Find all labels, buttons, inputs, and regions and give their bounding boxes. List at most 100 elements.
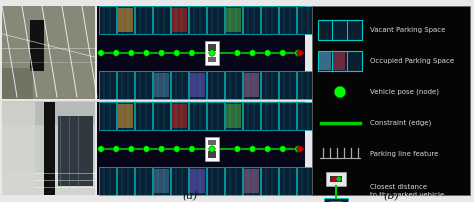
- Bar: [58, 116, 93, 186]
- Bar: [135, 102, 152, 130]
- Circle shape: [113, 146, 119, 152]
- Bar: [326, 172, 346, 186]
- Bar: [226, 8, 241, 32]
- Bar: [99, 102, 116, 130]
- Circle shape: [249, 50, 256, 56]
- Circle shape: [331, 177, 337, 182]
- Bar: [330, 201, 342, 202]
- Bar: [171, 102, 188, 130]
- Bar: [97, 102, 305, 195]
- Bar: [189, 167, 206, 195]
- Bar: [190, 169, 205, 193]
- Text: Vacant Parking Space: Vacant Parking Space: [370, 27, 446, 33]
- Bar: [189, 71, 206, 99]
- Bar: [117, 6, 134, 34]
- Circle shape: [234, 146, 241, 152]
- Bar: [172, 8, 187, 32]
- Circle shape: [173, 50, 180, 56]
- Circle shape: [143, 50, 150, 56]
- Text: (b): (b): [383, 191, 399, 201]
- Bar: [207, 6, 224, 34]
- Circle shape: [98, 146, 104, 152]
- Circle shape: [295, 50, 301, 56]
- Bar: [171, 167, 188, 195]
- Circle shape: [295, 146, 301, 152]
- Text: Closest distance
to the parked vehicle: Closest distance to the parked vehicle: [370, 184, 444, 198]
- Bar: [279, 6, 296, 34]
- Bar: [117, 167, 134, 195]
- Bar: [99, 71, 116, 99]
- Bar: [2, 6, 95, 99]
- Bar: [153, 6, 170, 34]
- Bar: [225, 71, 242, 99]
- Bar: [330, 176, 342, 182]
- Bar: [319, 52, 331, 70]
- Bar: [117, 102, 134, 130]
- Text: Parking line feature: Parking line feature: [370, 151, 438, 157]
- Bar: [44, 102, 55, 195]
- Bar: [261, 6, 278, 34]
- Bar: [261, 102, 278, 130]
- Bar: [135, 6, 152, 34]
- Bar: [2, 102, 95, 195]
- Bar: [312, 6, 470, 195]
- Circle shape: [128, 146, 135, 152]
- Text: Occupied Parking Space: Occupied Parking Space: [370, 58, 454, 64]
- Bar: [189, 102, 206, 130]
- Bar: [99, 6, 116, 34]
- Circle shape: [209, 50, 215, 56]
- Bar: [225, 167, 242, 195]
- Bar: [243, 71, 260, 99]
- Bar: [135, 71, 152, 99]
- Bar: [279, 102, 296, 130]
- Circle shape: [128, 50, 135, 56]
- Bar: [2, 172, 95, 195]
- Bar: [297, 6, 314, 34]
- Bar: [99, 167, 116, 195]
- Bar: [97, 6, 305, 99]
- Circle shape: [334, 86, 346, 98]
- Bar: [172, 104, 187, 128]
- Bar: [261, 167, 278, 195]
- Bar: [208, 57, 216, 62]
- Bar: [205, 137, 219, 161]
- Circle shape: [297, 50, 303, 56]
- Circle shape: [158, 50, 165, 56]
- Circle shape: [280, 50, 286, 56]
- Bar: [333, 52, 345, 70]
- Bar: [153, 102, 170, 130]
- Bar: [154, 73, 169, 97]
- Circle shape: [158, 146, 165, 152]
- Bar: [207, 71, 224, 99]
- Circle shape: [264, 146, 271, 152]
- Bar: [118, 104, 133, 128]
- Bar: [297, 71, 314, 99]
- Bar: [207, 102, 224, 130]
- Bar: [279, 71, 296, 99]
- Bar: [297, 102, 314, 130]
- Bar: [225, 102, 242, 130]
- Text: Constraint (edge): Constraint (edge): [370, 120, 431, 126]
- Bar: [226, 104, 241, 128]
- Circle shape: [280, 146, 286, 152]
- Circle shape: [173, 146, 180, 152]
- Bar: [297, 167, 314, 195]
- Circle shape: [189, 50, 195, 56]
- Bar: [207, 167, 224, 195]
- Circle shape: [98, 50, 104, 56]
- Bar: [153, 167, 170, 195]
- Bar: [171, 6, 188, 34]
- Bar: [261, 71, 278, 99]
- Bar: [244, 73, 259, 97]
- Circle shape: [234, 50, 241, 56]
- Bar: [208, 140, 216, 145]
- Circle shape: [113, 50, 119, 56]
- Bar: [117, 71, 134, 99]
- Bar: [205, 41, 219, 65]
- Circle shape: [143, 146, 150, 152]
- Bar: [135, 167, 152, 195]
- Circle shape: [297, 146, 303, 152]
- Bar: [153, 71, 170, 99]
- Bar: [324, 198, 348, 202]
- Bar: [2, 102, 35, 195]
